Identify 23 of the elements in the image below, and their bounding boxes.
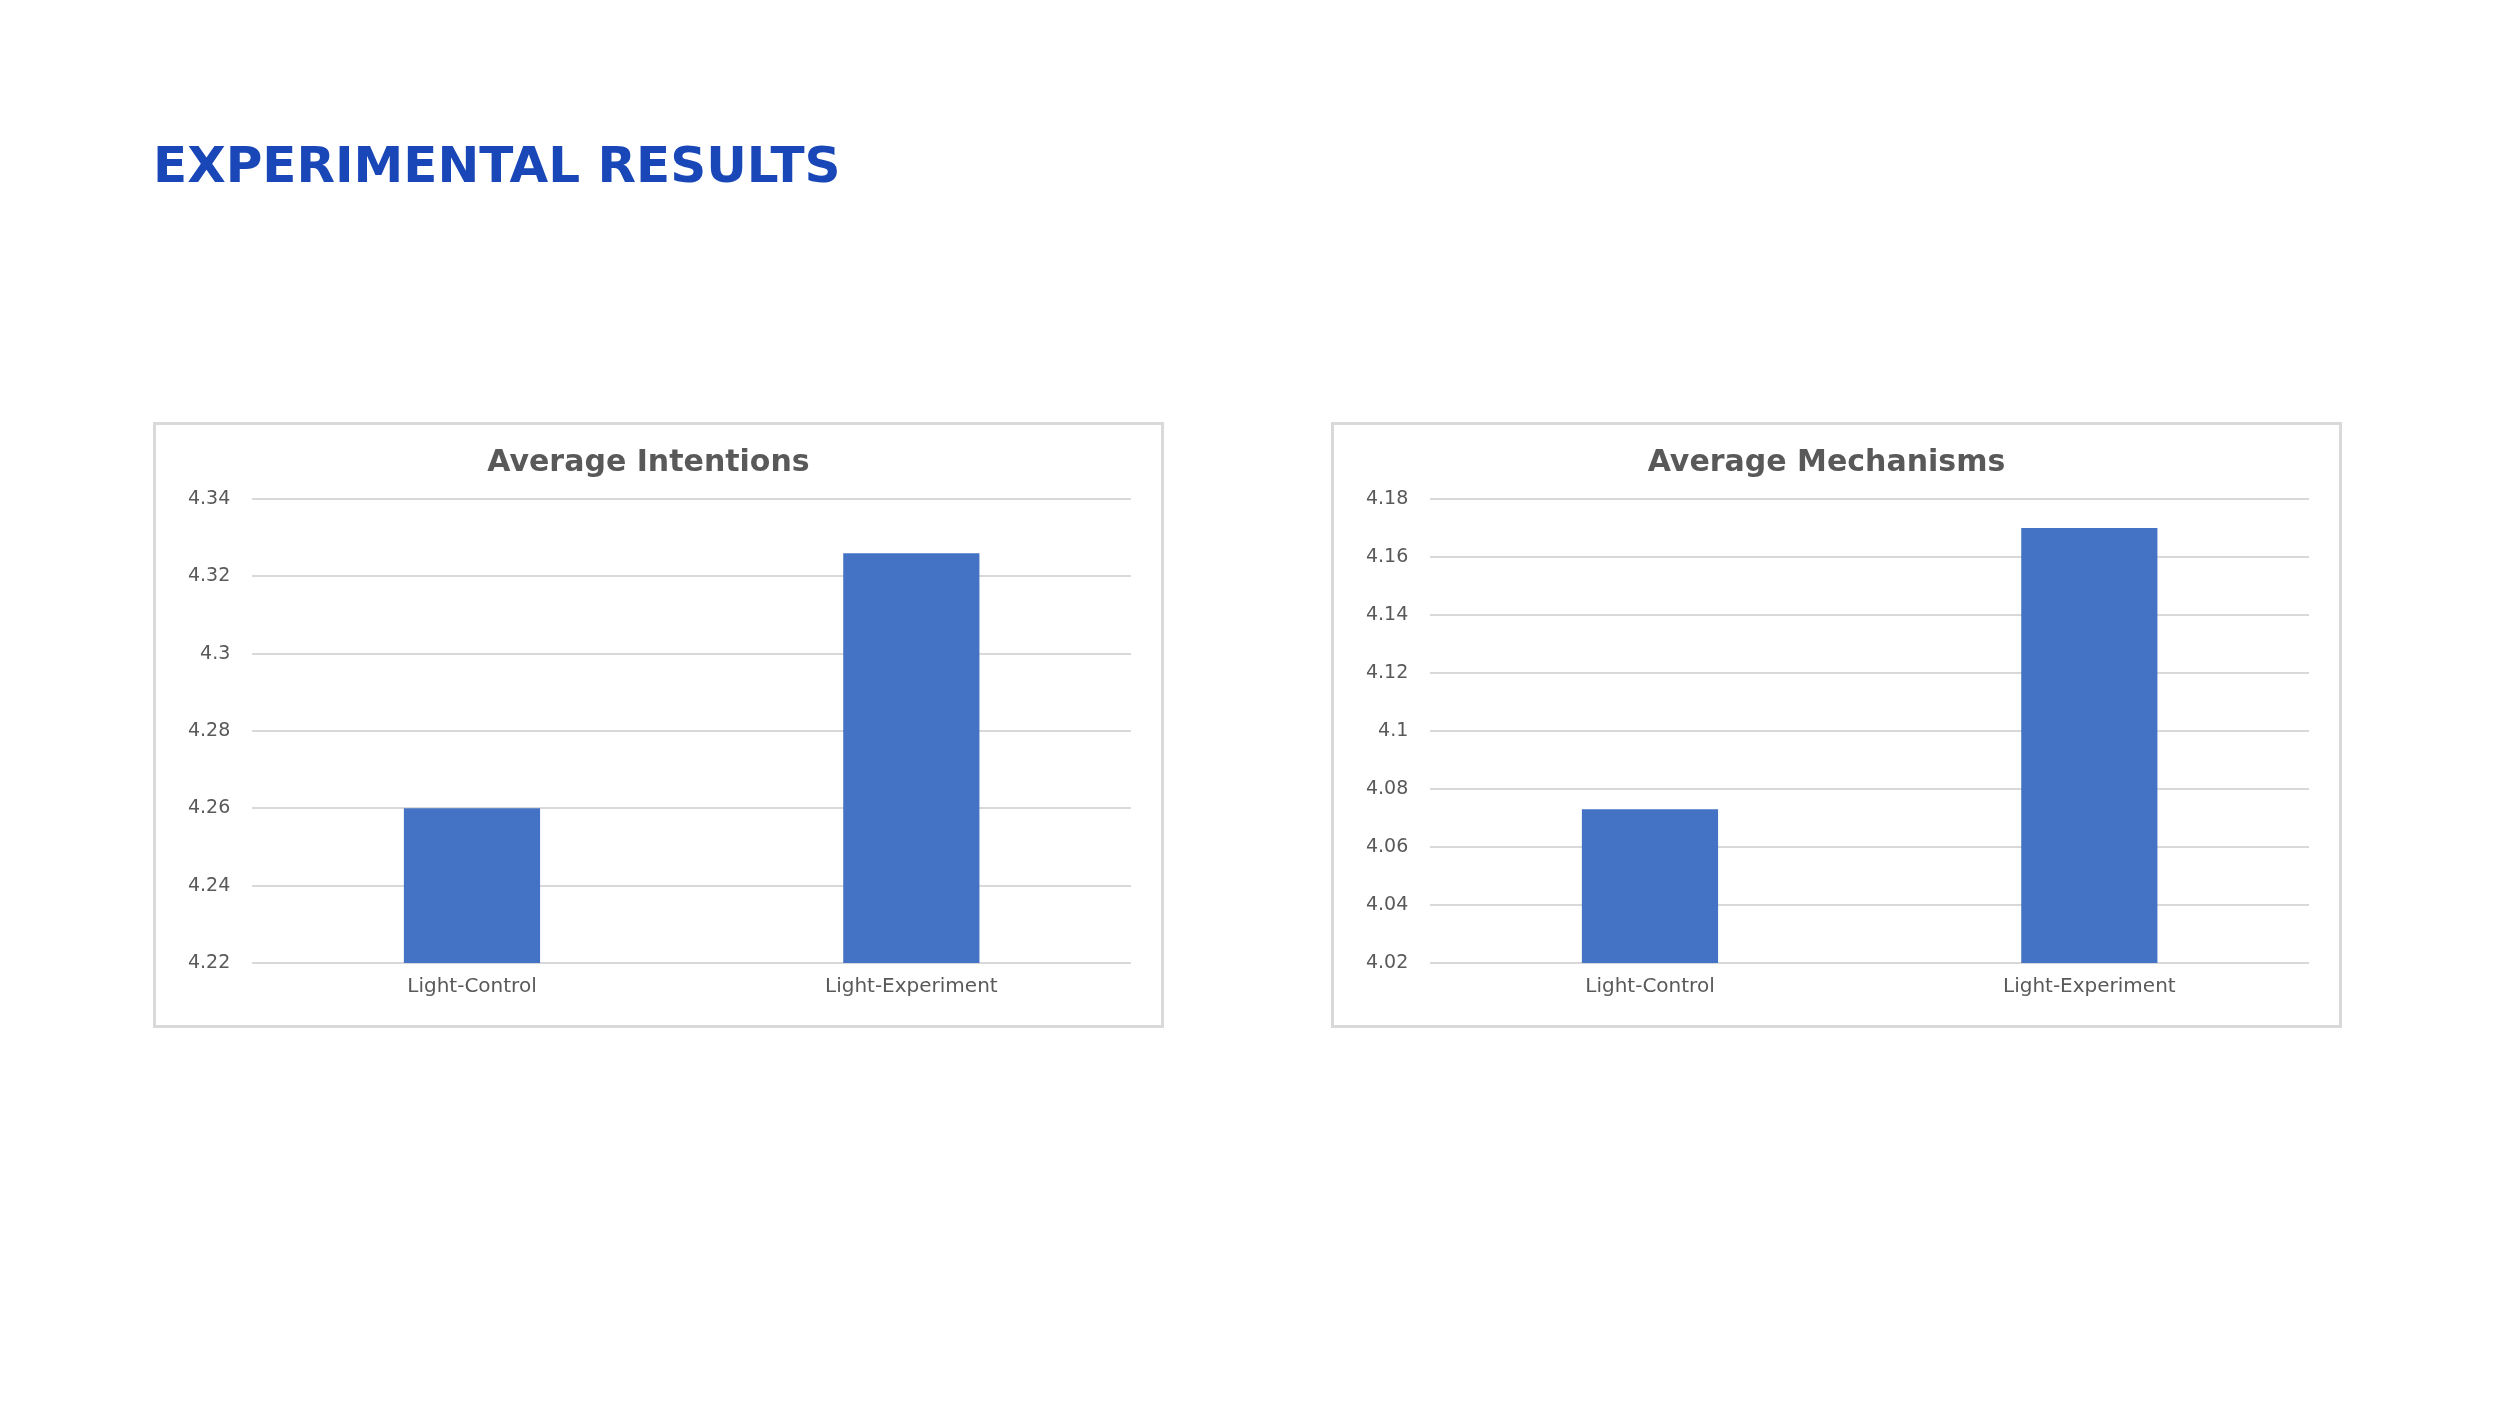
chart-title: Average Intentions bbox=[487, 442, 810, 478]
chart-title: Average Mechanisms bbox=[1647, 442, 2006, 478]
y-tick-label: 4.08 bbox=[1365, 775, 1409, 798]
text: EXPERIMENTAL RESULTS bbox=[153, 136, 841, 194]
y-tick-label: 4.28 bbox=[187, 717, 231, 740]
y-tick-label: 4.22 bbox=[187, 949, 231, 972]
y-tick-label: 4.18 bbox=[1365, 485, 1409, 508]
x-tick-label: Light-Control bbox=[407, 973, 537, 998]
y-tick-label: 4.34 bbox=[187, 485, 231, 508]
y-tick-label: 4.16 bbox=[1365, 543, 1409, 566]
x-tick-label: Light-Control bbox=[1585, 973, 1715, 998]
y-tick-label: 4.32 bbox=[187, 563, 231, 586]
x-tick-label: Light-Experiment bbox=[824, 973, 998, 998]
y-tick-label: 4.1 bbox=[1378, 717, 1409, 740]
y-tick-label: 4.14 bbox=[1365, 601, 1409, 624]
y-tick-label: 4.06 bbox=[1365, 833, 1409, 856]
y-tick-label: 4.12 bbox=[1365, 659, 1409, 682]
y-tick-label: 4.24 bbox=[187, 872, 231, 895]
y-tick-label: 4.02 bbox=[1365, 949, 1409, 972]
y-tick-label: 4.26 bbox=[187, 795, 231, 818]
x-tick-label: Light-Experiment bbox=[2002, 973, 2176, 998]
y-tick-label: 4.3 bbox=[200, 640, 231, 663]
y-tick-label: 4.04 bbox=[1365, 891, 1409, 914]
